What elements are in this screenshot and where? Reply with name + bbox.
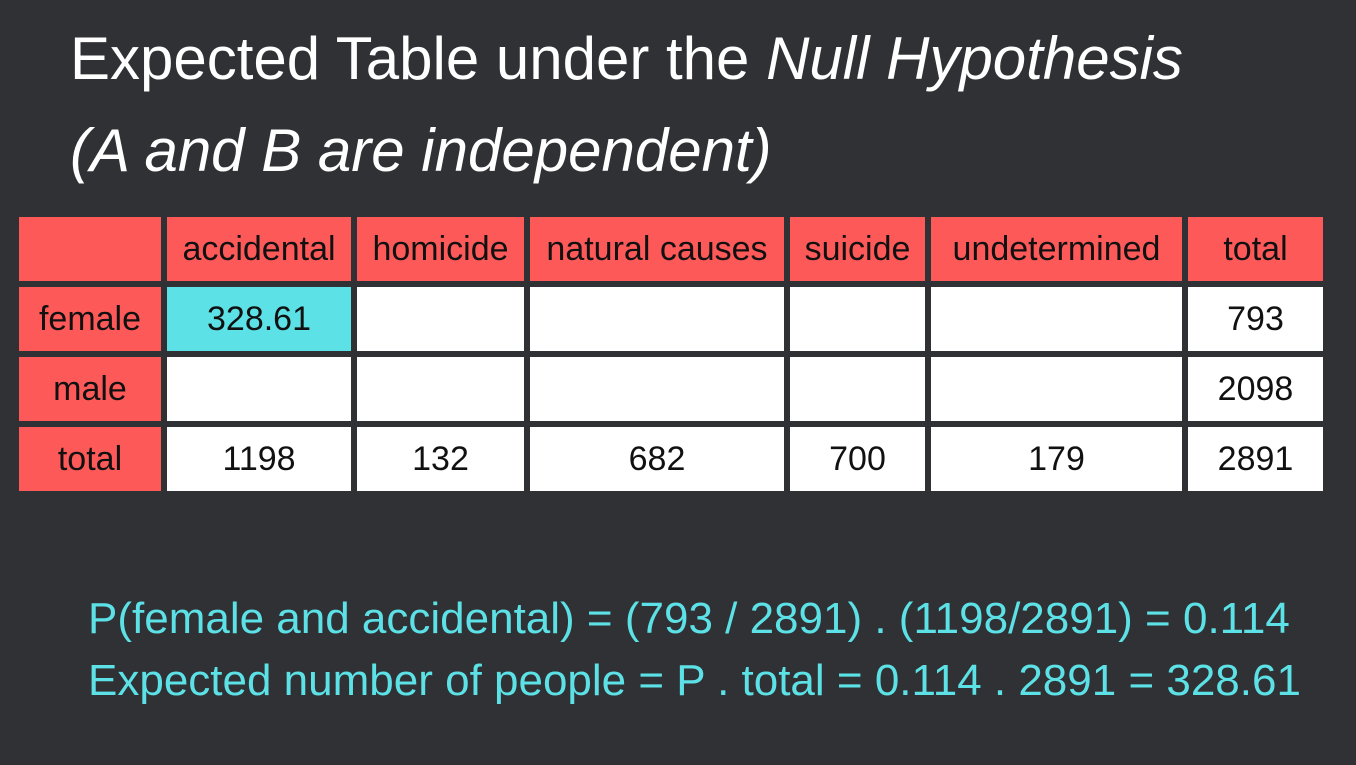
- probability-formula: P(female and accidental) = (793 / 2891) …: [88, 594, 1290, 643]
- row-header-total: total: [19, 427, 161, 491]
- table-row: female 328.61 793: [19, 287, 1323, 351]
- column-header-accidental: accidental: [167, 217, 351, 281]
- expected-count-formula: Expected number of people = P . total = …: [88, 656, 1301, 705]
- cell-total-homicide: 132: [357, 427, 524, 491]
- cell-total-natural-causes: 682: [530, 427, 784, 491]
- cell-male-suicide: [790, 357, 925, 421]
- column-header-undetermined: undetermined: [931, 217, 1182, 281]
- cell-total-suicide: 700: [790, 427, 925, 491]
- cell-male-undetermined: [931, 357, 1182, 421]
- expected-table: accidental homicide natural causes suici…: [13, 211, 1329, 497]
- cell-female-undetermined: [931, 287, 1182, 351]
- formula-block: P(female and accidental) = (793 / 2891) …: [88, 588, 1301, 712]
- column-header-suicide: suicide: [790, 217, 925, 281]
- row-header-male: male: [19, 357, 161, 421]
- table-corner-cell: [19, 217, 161, 281]
- title-subtitle: (A and B are independent): [70, 117, 772, 184]
- cell-grand-total: 2891: [1188, 427, 1323, 491]
- cell-total-accidental: 1198: [167, 427, 351, 491]
- column-header-homicide: homicide: [357, 217, 524, 281]
- slide-title: Expected Table under the Null Hypothesis…: [70, 28, 1183, 182]
- cell-male-accidental: [167, 357, 351, 421]
- cell-male-total: 2098: [1188, 357, 1323, 421]
- table-header-row: accidental homicide natural causes suici…: [19, 217, 1323, 281]
- table-row: male 2098: [19, 357, 1323, 421]
- cell-female-suicide: [790, 287, 925, 351]
- column-header-natural-causes: natural causes: [530, 217, 784, 281]
- cell-male-natural-causes: [530, 357, 784, 421]
- cell-female-accidental: 328.61: [167, 287, 351, 351]
- column-header-total: total: [1188, 217, 1323, 281]
- cell-female-natural-causes: [530, 287, 784, 351]
- title-null-hypothesis: Null Hypothesis: [766, 25, 1183, 92]
- title-plain: Expected Table under the: [70, 25, 767, 92]
- table-row: total 1198 132 682 700 179 2891: [19, 427, 1323, 491]
- cell-male-homicide: [357, 357, 524, 421]
- cell-female-total: 793: [1188, 287, 1323, 351]
- cell-female-homicide: [357, 287, 524, 351]
- row-header-female: female: [19, 287, 161, 351]
- cell-total-undetermined: 179: [931, 427, 1182, 491]
